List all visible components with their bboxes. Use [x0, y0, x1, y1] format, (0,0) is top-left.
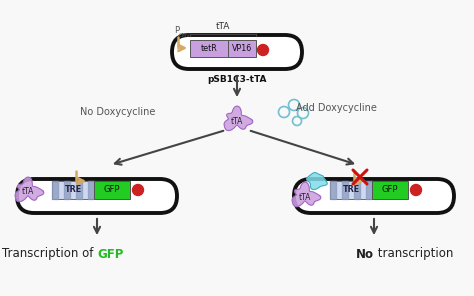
- Bar: [190, 40, 228, 57]
- Text: CMV: CMV: [179, 33, 191, 38]
- FancyBboxPatch shape: [294, 179, 454, 213]
- Polygon shape: [292, 182, 321, 207]
- Bar: [330, 181, 336, 199]
- Text: tTA: tTA: [231, 117, 243, 126]
- Bar: [354, 181, 360, 199]
- Bar: [330, 181, 372, 199]
- Text: TRE: TRE: [342, 186, 360, 194]
- Circle shape: [257, 44, 268, 56]
- FancyBboxPatch shape: [172, 35, 302, 69]
- Text: pSB1C3-tTA: pSB1C3-tTA: [207, 75, 267, 84]
- Text: tTA: tTA: [216, 22, 230, 31]
- Text: Add Doxycycline: Add Doxycycline: [296, 103, 377, 113]
- Polygon shape: [15, 177, 44, 202]
- Text: tTA: tTA: [299, 192, 311, 202]
- Text: Transcription of: Transcription of: [2, 247, 97, 260]
- Bar: [342, 181, 348, 199]
- Polygon shape: [307, 173, 327, 189]
- Text: VP16: VP16: [232, 44, 252, 53]
- Text: P: P: [174, 26, 179, 35]
- Text: TRE: TRE: [64, 186, 82, 194]
- Text: No: No: [356, 247, 374, 260]
- Circle shape: [410, 184, 421, 195]
- Polygon shape: [224, 106, 253, 131]
- Bar: [52, 181, 58, 199]
- Text: GFP: GFP: [104, 186, 120, 194]
- Bar: [52, 181, 94, 199]
- Text: transcription: transcription: [374, 247, 453, 260]
- FancyBboxPatch shape: [17, 179, 177, 213]
- Bar: [94, 181, 130, 199]
- Text: GFP: GFP: [97, 247, 123, 260]
- Bar: [64, 181, 70, 199]
- Text: GFP: GFP: [382, 186, 398, 194]
- Text: tTA: tTA: [22, 187, 34, 197]
- Bar: [88, 181, 94, 199]
- Circle shape: [133, 184, 144, 195]
- Text: tetR: tetR: [201, 44, 218, 53]
- Bar: [228, 40, 256, 57]
- Bar: [366, 181, 372, 199]
- Text: No Doxycycline: No Doxycycline: [80, 107, 155, 117]
- Bar: [76, 181, 82, 199]
- Bar: [372, 181, 408, 199]
